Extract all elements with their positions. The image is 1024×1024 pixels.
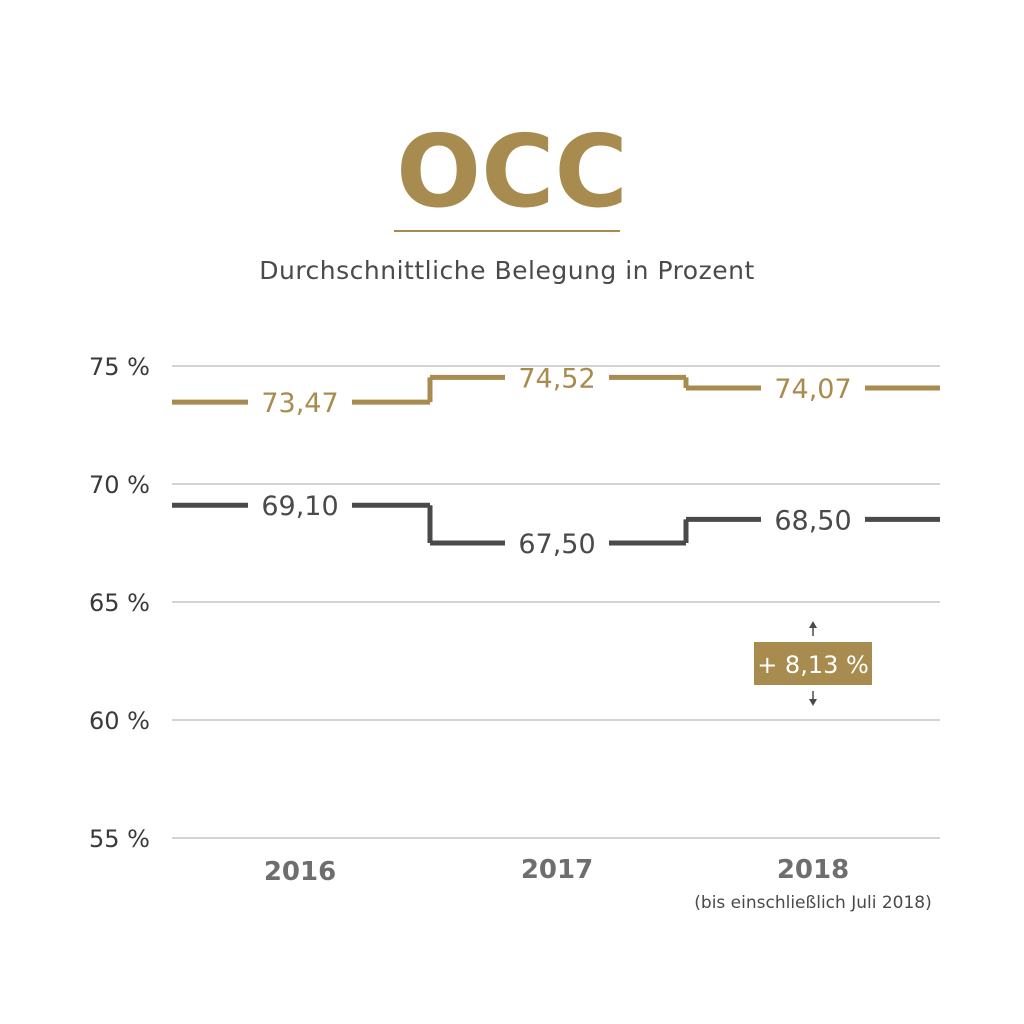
y-tick-label: 75 % [89,353,150,381]
data-label: 73,47 [261,388,338,419]
y-tick-label: 70 % [89,471,150,499]
series-layer: 73,47 74,52 74,07 69,10 67,50 68,50 [172,363,940,560]
x-tick-2016: 2016 [264,857,336,887]
y-axis-labels: 75 % 70 % 65 % 60 % 55 % [89,353,150,853]
series-line [172,502,940,546]
arrow-down-icon [809,699,817,706]
data-label: 69,10 [261,491,338,522]
data-label: 74,52 [518,363,595,394]
chart-title: OCC [396,113,628,230]
y-tick-label: 65 % [89,589,150,617]
data-label: 67,50 [518,529,595,560]
difference-badge [754,642,872,685]
chart-subtitle: Durchschnittliche Belegung in Prozent [259,256,755,285]
x-axis-labels: 2016 2017 2018 (bis einschließlich Juli … [264,855,932,913]
y-tick-label: 55 % [89,825,150,853]
data-label: 68,50 [774,505,851,536]
x-tick-2018: 2018 [777,855,849,885]
series-line [172,374,940,405]
data-label: 74,07 [774,374,851,405]
grid-lines [172,365,940,839]
difference-badge-text: + 8,13 % [757,651,869,679]
difference-annotation: + 8,13 % [754,621,872,706]
x-tick-2017: 2017 [521,855,593,885]
arrow-up-icon [809,621,817,628]
x-tick-2018-note: (bis einschließlich Juli 2018) [694,893,931,913]
y-tick-label: 60 % [89,707,150,735]
